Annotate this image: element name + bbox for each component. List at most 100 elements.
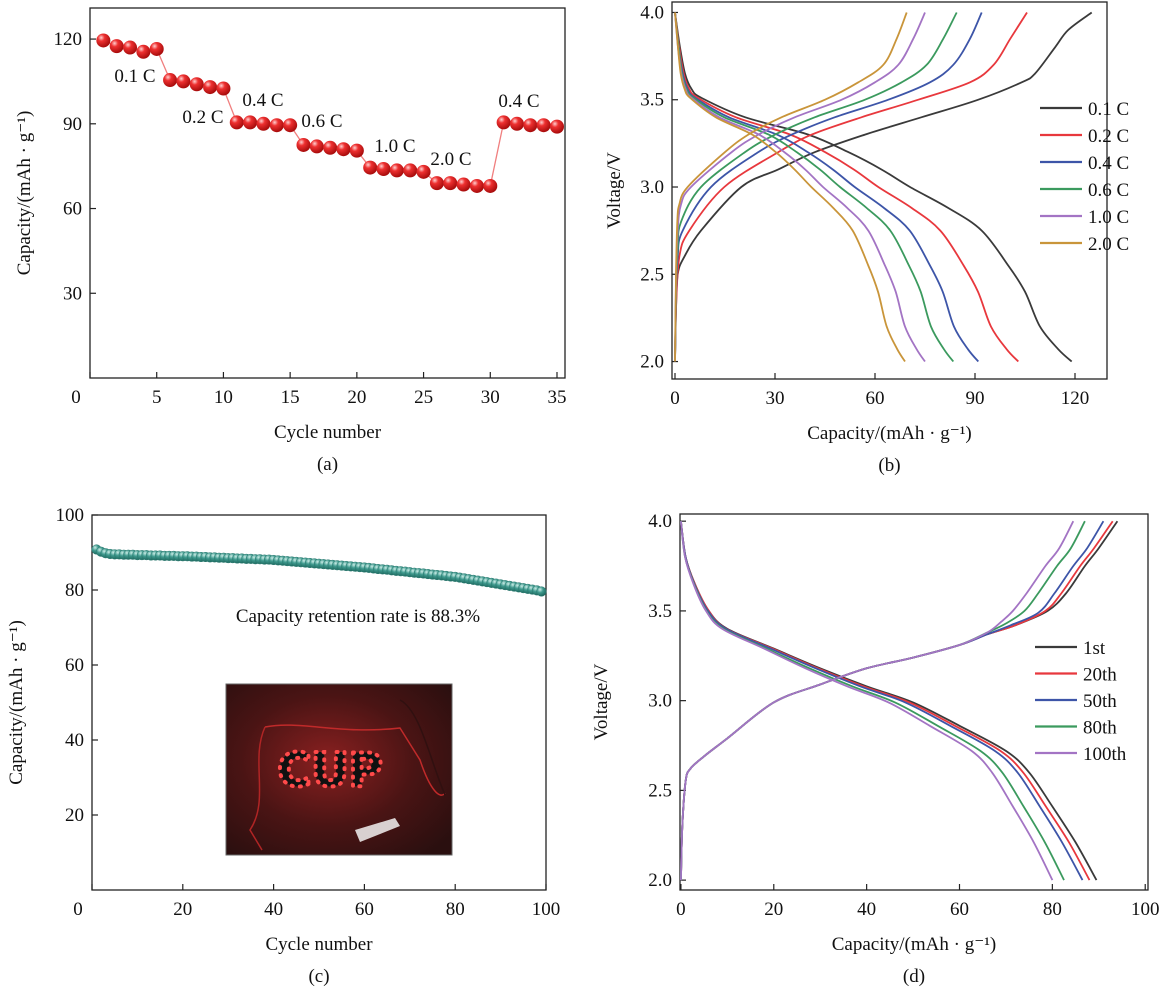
legend-item: 50th bbox=[1035, 691, 1117, 712]
photo-wire bbox=[264, 724, 446, 796]
y-tick-label: 4.0 bbox=[648, 511, 672, 532]
plot-frame bbox=[671, 1, 1108, 380]
curve-discharge bbox=[674, 12, 926, 363]
data-point bbox=[136, 44, 151, 59]
data-point bbox=[96, 33, 111, 48]
legend-label: 0.1 C bbox=[1088, 99, 1129, 120]
legend-label: 50th bbox=[1083, 691, 1117, 712]
panel-label: (c) bbox=[308, 966, 329, 987]
legend-item: 1.0 C bbox=[1040, 207, 1129, 228]
x-tick-label: 30 bbox=[481, 387, 500, 408]
x-tick-label: 20 bbox=[764, 899, 783, 920]
data-point bbox=[496, 115, 511, 130]
curve-charge bbox=[674, 12, 908, 362]
y-tick-label: 60 bbox=[63, 199, 82, 220]
y-tick-label: 80 bbox=[65, 580, 84, 601]
data-point bbox=[176, 74, 191, 89]
x-tick-label: 0 bbox=[670, 388, 680, 409]
x-tick-label: 15 bbox=[281, 387, 300, 408]
plot-frame bbox=[679, 513, 1149, 891]
x-axis-title: Cycle number bbox=[274, 422, 382, 443]
data-point bbox=[349, 143, 364, 158]
y-tick-label: 2.5 bbox=[648, 780, 672, 801]
x-tick-label: 60 bbox=[866, 388, 885, 409]
data-point bbox=[443, 176, 458, 191]
photo-wire bbox=[399, 699, 446, 796]
data-point bbox=[109, 39, 124, 54]
y-axis-title: Capacity/(mAh · g⁻¹) bbox=[6, 620, 27, 785]
y-tick-label: 3.0 bbox=[640, 177, 664, 198]
rate-annotation: 0.1 C bbox=[114, 66, 155, 87]
photo-clip bbox=[355, 818, 400, 842]
data-point bbox=[243, 115, 258, 130]
y-tick-label: 100 bbox=[56, 505, 85, 526]
x-tick-label: 60 bbox=[950, 899, 969, 920]
x-tick-label: 5 bbox=[152, 387, 162, 408]
x-tick-label: 80 bbox=[1043, 899, 1062, 920]
curve-discharge bbox=[674, 12, 1073, 363]
data-point bbox=[403, 163, 418, 178]
y-tick-label: 2.0 bbox=[640, 352, 664, 373]
legend-item: 0.4 C bbox=[1040, 153, 1129, 174]
legend-label: 1st bbox=[1083, 638, 1106, 659]
data-point bbox=[283, 118, 298, 133]
data-point bbox=[536, 118, 551, 133]
legend-item: 2.0 C bbox=[1040, 234, 1129, 255]
data-point bbox=[549, 119, 564, 134]
curve-charge bbox=[674, 11, 1093, 362]
x-tick-label: 40 bbox=[264, 899, 283, 920]
curve-charge bbox=[680, 520, 1075, 881]
y-axis-title: Capacity/(mAh · g⁻¹) bbox=[14, 111, 35, 276]
legend-item: 80th bbox=[1035, 718, 1117, 739]
y-tick-label: 2.5 bbox=[640, 264, 664, 285]
x-tick-label: 0 bbox=[73, 899, 83, 920]
panel-c: 0 20 40 60 80 100 20 40 60 80 100 Cycle number Capac… bbox=[6, 505, 560, 987]
curve-discharge bbox=[674, 12, 979, 363]
legend-label: 0.4 C bbox=[1088, 153, 1129, 174]
data-point bbox=[416, 164, 431, 179]
x-tick-label: 90 bbox=[966, 388, 985, 409]
curve-charge bbox=[674, 12, 983, 362]
panel-d: 0 20 40 60 80 100 2.0 2.5 3.0 3.5 4.0 Capacity/(mAh… bbox=[591, 511, 1159, 987]
x-tick-label: 0 bbox=[71, 387, 81, 408]
x-tick-label: 120 bbox=[1061, 388, 1090, 409]
y-tick-label: 4.0 bbox=[640, 2, 664, 23]
x-axis-title: Capacity/(mAh · g⁻¹) bbox=[832, 934, 997, 955]
curve-discharge bbox=[674, 12, 906, 362]
data-point bbox=[309, 139, 324, 154]
curve-charge bbox=[674, 12, 926, 362]
x-tick-label: 25 bbox=[414, 387, 433, 408]
photo-wire bbox=[249, 726, 266, 851]
data-point bbox=[429, 176, 444, 191]
curve-charge bbox=[674, 12, 1028, 362]
panel-label: (d) bbox=[903, 966, 925, 987]
plot-frame bbox=[89, 7, 566, 379]
legend-label: 0.6 C bbox=[1088, 180, 1129, 201]
legend-label: 100th bbox=[1083, 744, 1127, 765]
legend-label: 20th bbox=[1083, 665, 1117, 686]
x-axis-title: Capacity/(mAh · g⁻¹) bbox=[807, 423, 972, 444]
rate-annotation: 0.2 C bbox=[182, 107, 223, 128]
y-tick-label: 120 bbox=[54, 29, 83, 50]
x-axis-title: Cycle number bbox=[265, 934, 373, 955]
curve-discharge bbox=[680, 521, 1054, 881]
data-point bbox=[336, 142, 351, 157]
x-tick-label: 40 bbox=[857, 899, 876, 920]
data-point bbox=[469, 178, 484, 193]
x-tick-label: 35 bbox=[547, 387, 566, 408]
y-tick-label: 3.5 bbox=[640, 90, 664, 111]
inset-photo: CUP bbox=[225, 683, 453, 856]
y-tick-label: 3.0 bbox=[648, 691, 672, 712]
data-point bbox=[163, 73, 178, 88]
panel-b: 0 30 60 90 120 2.0 2.5 3.0 3.5 4.0 Capacity/(mAh ·… bbox=[604, 1, 1129, 476]
curve-discharge bbox=[680, 521, 1065, 881]
y-tick-label: 2.0 bbox=[648, 870, 672, 891]
x-tick-label: 30 bbox=[766, 388, 785, 409]
data-point bbox=[256, 116, 271, 131]
panel-label: (a) bbox=[317, 454, 338, 475]
x-tick-label: 60 bbox=[355, 899, 374, 920]
y-tick-label: 40 bbox=[65, 730, 84, 751]
x-tick-label: 100 bbox=[532, 899, 561, 920]
data-point bbox=[536, 586, 547, 597]
x-tick-label: 100 bbox=[1131, 899, 1160, 920]
